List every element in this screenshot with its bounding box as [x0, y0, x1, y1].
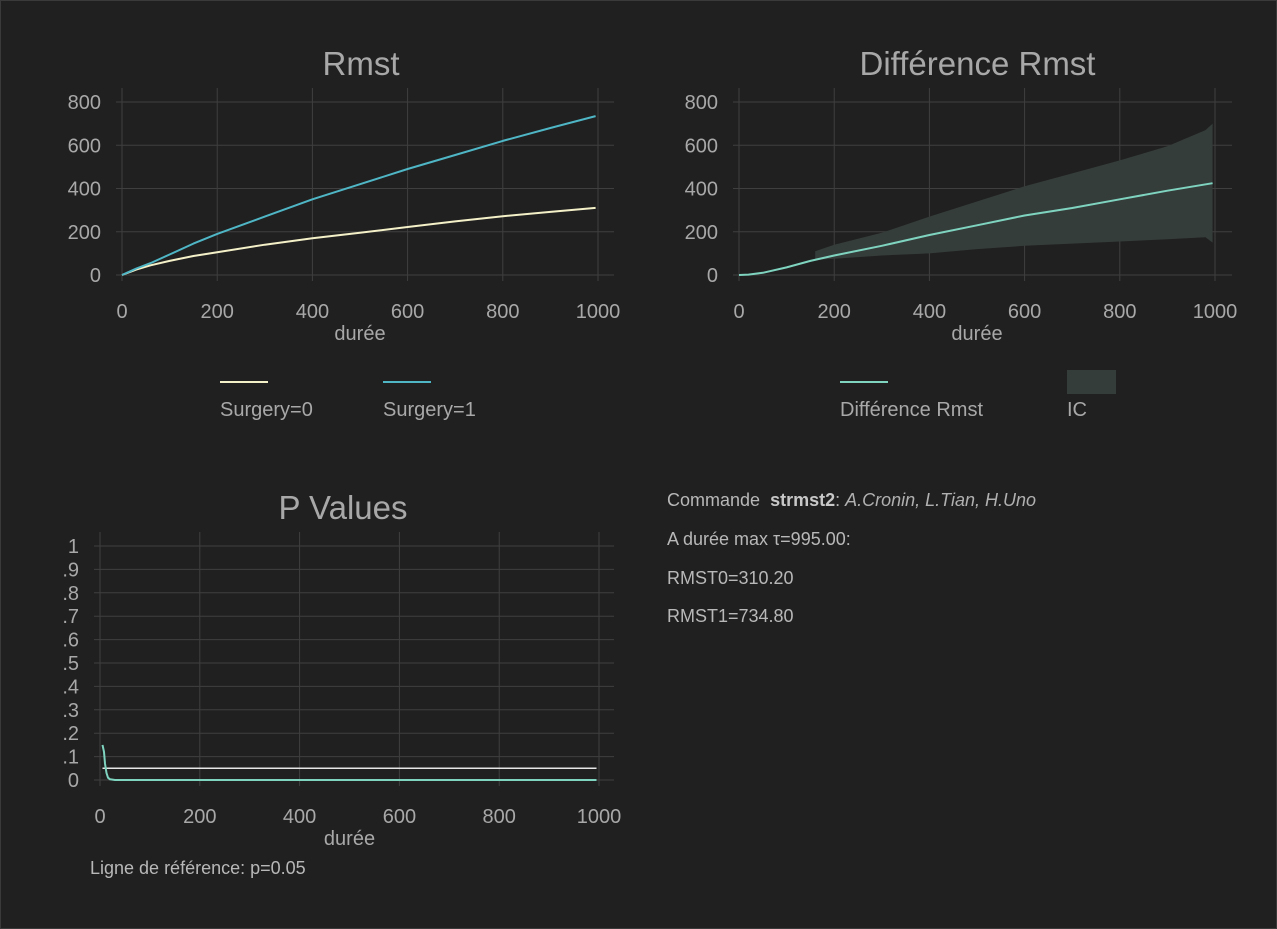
- y-tick-label: 600: [68, 135, 101, 157]
- max-duration-text: A durée max τ=995.00:: [667, 529, 851, 549]
- x-tick-label: 600: [1008, 301, 1041, 323]
- legend-swatch: [1067, 370, 1116, 394]
- legend-label: Différence Rmst: [840, 399, 983, 421]
- confidence-band: [815, 123, 1213, 260]
- x-tick-label: 600: [391, 301, 424, 323]
- series-line-1: [121, 206, 596, 276]
- x-axis-label: durée: [334, 323, 385, 345]
- y-tick-label: 0: [68, 770, 79, 792]
- x-tick-label: 0: [733, 301, 744, 323]
- legend-label: Surgery=0: [220, 399, 313, 421]
- y-tick-label: .1: [62, 747, 79, 769]
- command-authors: A.Cronin, L.Tian, H.Uno: [845, 490, 1037, 510]
- x-tick-label: 1000: [577, 806, 622, 828]
- y-tick-label: .3: [62, 700, 79, 722]
- x-tick-label: 200: [818, 301, 851, 323]
- x-tick-label: 200: [201, 301, 234, 323]
- y-tick-label: .4: [62, 676, 79, 698]
- rmst-chart: Rmst 0 200 400 600 800 0 200 400 600 800 1000 durée S…: [68, 45, 621, 421]
- x-axis-label: durée: [324, 828, 375, 850]
- chart-title: Rmst: [323, 45, 400, 82]
- x-tick-label: 0: [116, 301, 127, 323]
- y-tick-label: .2: [62, 723, 79, 745]
- y-tick-label: 800: [685, 92, 718, 114]
- y-tick-label: .9: [62, 559, 79, 581]
- y-tick-label: 200: [68, 222, 101, 244]
- series-line-1: [738, 182, 1213, 276]
- y-tick-label: 0: [90, 265, 101, 287]
- x-tick-label: 400: [296, 301, 329, 323]
- y-tick-label: 600: [685, 135, 718, 157]
- y-tick-label: 400: [685, 179, 718, 201]
- series-line-1: [101, 744, 597, 781]
- y-tick-label: 800: [68, 92, 101, 114]
- rmst1-value: RMST1=734.80: [667, 606, 794, 626]
- y-tick-label: .6: [62, 630, 79, 652]
- rmst-difference-chart: Différence Rmst 0 200 400 600 800 0 200 400 600 80…: [685, 45, 1238, 421]
- command-line: Commande strmst2: A.Cronin, L.Tian, H.Un…: [667, 490, 1036, 511]
- y-tick-label: 0: [707, 265, 718, 287]
- y-tick-label: 1: [68, 536, 79, 558]
- legend-label: IC: [1067, 399, 1087, 421]
- x-tick-label: 1000: [576, 301, 621, 323]
- x-tick-label: 400: [913, 301, 946, 323]
- legend-label: Surgery=1: [383, 399, 476, 421]
- x-tick-label: 800: [483, 806, 516, 828]
- reference-line-note: Ligne de référence: p=0.05: [90, 858, 306, 878]
- y-tick-label: 400: [68, 179, 101, 201]
- x-tick-label: 0: [94, 806, 105, 828]
- x-tick-label: 400: [283, 806, 316, 828]
- x-tick-label: 200: [183, 806, 216, 828]
- y-tick-label: .7: [62, 606, 79, 628]
- command-prefix: Commande: [667, 490, 761, 510]
- chart-title: Différence Rmst: [860, 45, 1096, 82]
- y-tick-label: 200: [685, 222, 718, 244]
- x-tick-label: 1000: [1193, 301, 1238, 323]
- y-tick-label: .8: [62, 583, 79, 605]
- x-tick-label: 800: [486, 301, 519, 323]
- x-tick-label: 600: [383, 806, 416, 828]
- series-line-2: [121, 115, 596, 276]
- x-axis-label: durée: [951, 323, 1002, 345]
- y-tick-label: .5: [62, 653, 79, 675]
- command-name: strmst2: [770, 490, 836, 510]
- command-colon: :: [835, 490, 841, 510]
- chart-title: P Values: [278, 489, 407, 526]
- x-tick-label: 800: [1103, 301, 1136, 323]
- rmst0-value: RMST0=310.20: [667, 568, 794, 588]
